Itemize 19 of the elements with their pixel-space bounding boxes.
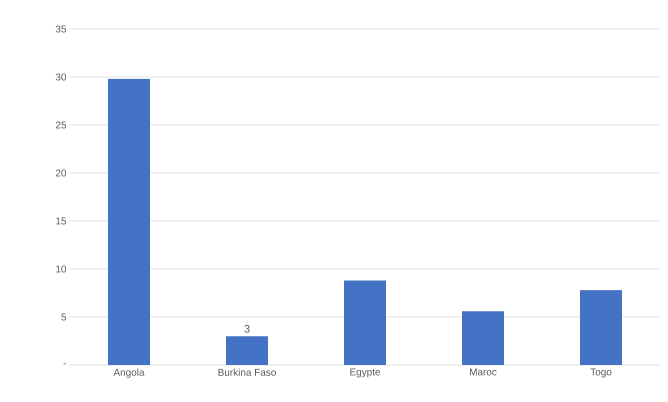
x-tick-label: Togo <box>590 368 612 378</box>
bar <box>108 78 150 365</box>
y-tick-label: 20 <box>56 169 66 177</box>
y-tick-label: - <box>64 363 66 364</box>
y-tick-label: 25 <box>56 121 66 129</box>
bar <box>580 290 622 365</box>
x-tick-label: Maroc <box>470 368 497 376</box>
bar <box>462 311 504 365</box>
y-tick-label: 5 <box>61 314 66 320</box>
data-label: 3 <box>244 324 250 333</box>
bar <box>226 336 268 365</box>
bar <box>344 280 386 365</box>
y-tick-label: 35 <box>56 25 66 33</box>
x-tick-label: Egypte <box>350 368 380 378</box>
x-tick-label: Angola <box>114 368 145 378</box>
y-tick-label: 10 <box>56 265 66 273</box>
x-tick-label: Burkina Faso <box>218 368 276 376</box>
y-tick-label: 15 <box>56 218 66 224</box>
y-tick-label: 30 <box>56 73 66 81</box>
